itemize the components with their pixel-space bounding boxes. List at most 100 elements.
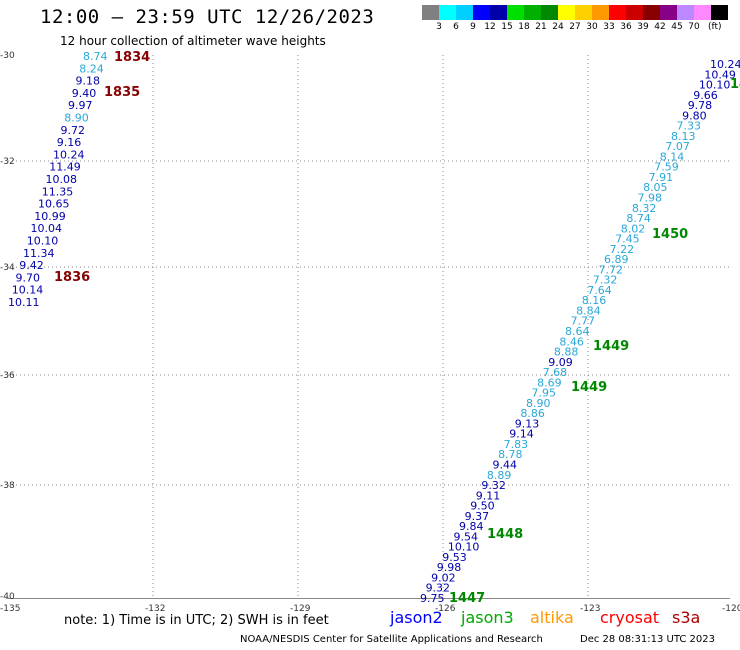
wave-height-value: 11.35 [42,185,74,198]
scale-label: 12 [484,22,496,32]
wave-height-value: 10.08 [46,173,78,186]
footer-credit: NOAA/NESDIS Center for Satellite Applica… [240,634,543,645]
wave-height-value: 7.07 [665,140,690,153]
wave-height-value: 8.24 [79,62,104,75]
wave-height-value: 8.13 [671,130,696,143]
time-label: 1450 [652,227,688,242]
wave-height-value: 7.77 [571,315,596,328]
wave-height-value: 9.13 [515,417,540,430]
time-label: 1447 [449,591,485,606]
wave-height-value: 9.84 [459,520,484,533]
wave-height-value: 8.90 [526,397,551,410]
time-label: 1836 [54,270,90,285]
scale-swatch [592,5,609,20]
lon-label: -120 [722,604,740,614]
wave-height-value: 7.45 [615,233,640,246]
wave-height-value: 9.75 [420,592,445,605]
wave-height-value: 9.98 [437,561,462,574]
scale-label: 9 [470,22,476,32]
wave-height-value: 9.32 [426,582,451,595]
map-subtitle: 12 hour collection of altimeter wave hei… [60,34,326,48]
map-svg: -30 -32 -34 -36 -38 -40 -135 -132 -129 -126 -123 -1… [0,50,740,614]
wave-height-value: 8.69 [537,376,562,389]
scale-swatch [609,5,626,20]
wave-height-value: 6.89 [604,253,629,266]
wave-height-value: 9.97 [68,99,93,112]
time-label: 1449 [593,339,629,354]
lon-label: -129 [290,604,311,614]
legend-cryosat: cryosat [600,608,660,627]
wave-height-value: 9.14 [509,428,534,441]
wave-height-value: 9.32 [481,479,506,492]
scale-swatch [677,5,694,20]
wave-height-value: 7.72 [598,263,623,276]
scale-label: 18 [518,22,530,32]
time-label: 1834 [114,50,150,65]
wave-height-value: 8.90 [64,112,89,125]
scale-label: 42 [654,22,666,32]
wave-height-value: 8.88 [554,346,579,359]
wave-height-value: 9.50 [470,500,495,513]
scale-swatch [524,5,541,20]
wave-height-value: 9.66 [693,89,718,102]
wave-height-value: 9.44 [493,459,518,472]
wave-height-value: 9.78 [688,99,713,112]
wave-height-value: 9.42 [19,259,44,272]
wave-height-value: 10.14 [12,284,44,297]
scale-label: 39 [637,22,649,32]
wave-height-value: 8.84 [576,304,601,317]
lat-label: -38 [0,481,15,491]
scale-label: 33 [603,22,615,32]
time-label: 1835 [104,85,140,100]
wave-height-value: 8.74 [83,50,108,63]
scale-label: 27 [569,22,581,32]
wave-height-value: 8.05 [643,181,668,194]
scale-swatch [490,5,507,20]
wave-height-value: 7.59 [654,161,679,174]
wave-height-value: 10.11 [8,296,40,309]
lon-label: -123 [580,604,600,614]
wave-height-value: 7.91 [649,171,674,184]
scale-swatch [422,5,439,20]
lat-label: -40 [0,592,15,602]
legend-s3a: s3a [672,608,701,627]
lat-label: -34 [0,263,15,273]
note-text: note: 1) Time is in UTC; 2) SWH is in fe… [64,613,329,628]
scale-swatch [660,5,677,20]
scale-swatch [558,5,575,20]
scale-label: 24 [552,22,564,32]
scale-swatch [694,5,711,20]
map-title: 12:00 – 23:59 UTC 12/26/2023 [40,6,375,28]
wave-height-value: 10.10 [448,541,480,554]
wave-height-value: 7.33 [677,120,702,133]
wave-height-value: 8.78 [498,448,522,461]
footer-timestamp: Dec 28 08:31:13 UTC 2023 [580,634,715,645]
scale-swatch [643,5,660,20]
scale-label: 45 [671,22,683,32]
time-label: 14 [730,77,740,92]
wave-height-value: 7.64 [587,284,612,297]
wave-height-value: 7.98 [638,192,663,205]
scale-label: 21 [535,22,547,32]
wave-height-value: 9.40 [72,87,97,100]
scale-label: 70 [688,22,700,32]
wave-height-value: 11.49 [49,161,81,174]
wave-height-value: 9.37 [465,510,490,523]
scale-label: 36 [620,22,632,32]
scale-swatch [541,5,558,20]
scale-swatch [575,5,592,20]
wave-height-value: 7.95 [532,387,557,400]
wave-height-value: 7.22 [610,243,635,256]
scale-swatch [473,5,490,20]
lat-label: -32 [0,157,15,167]
lon-label: -132 [145,604,165,614]
wave-height-value: 8.89 [487,469,512,482]
time-label: 1449 [571,380,607,395]
wave-height-value: 10.49 [704,68,736,81]
lat-label: -30 [0,51,15,61]
wave-height-value: 10.65 [38,198,70,211]
wave-height-value: 10.24 [53,148,85,161]
scale-unit: (ft) [708,22,722,32]
map-area: -30 -32 -34 -36 -38 -40 -135 -132 -129 -126 -123 -1… [0,50,740,614]
wave-height-value: 9.53 [442,551,467,564]
